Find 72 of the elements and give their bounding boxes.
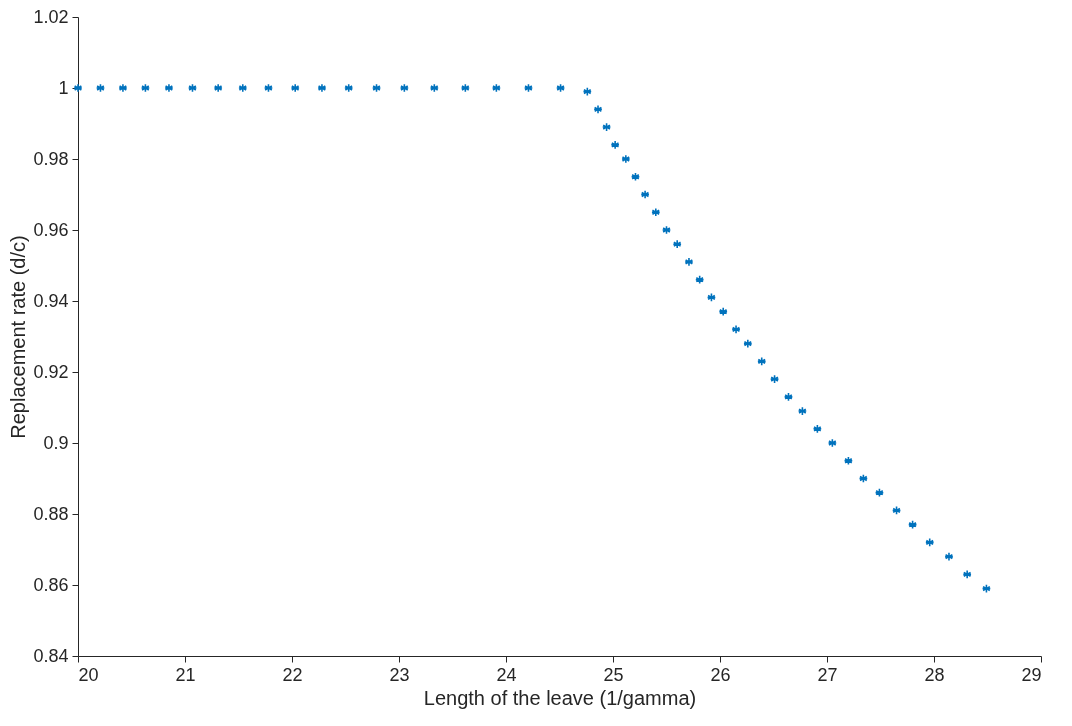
x-tick-label: 24 [496, 664, 517, 685]
point [827, 438, 838, 448]
y-tick-label: 1.02 [33, 6, 69, 27]
point [640, 189, 650, 200]
point [843, 456, 854, 466]
point [769, 374, 780, 384]
point [238, 83, 248, 93]
point [371, 83, 382, 93]
point [695, 275, 705, 285]
point [593, 104, 603, 114]
point [962, 569, 972, 580]
point [460, 83, 471, 93]
x-tick-label: 21 [175, 664, 196, 685]
y-tick-label: 1 [58, 77, 69, 98]
x-tick-label: 26 [710, 664, 731, 685]
point [731, 324, 741, 335]
y-tick-label: 0.9 [43, 432, 69, 453]
y-tick-label: 0.86 [33, 574, 69, 595]
point [651, 207, 661, 217]
point [797, 406, 808, 416]
y-tick-label: 0.94 [33, 290, 69, 311]
point [783, 392, 794, 402]
point [555, 83, 566, 93]
point [582, 86, 592, 97]
point [907, 519, 918, 530]
x-tick-label: 27 [817, 664, 838, 685]
point [263, 83, 274, 93]
point [757, 356, 767, 367]
point [858, 473, 869, 484]
x-tick-label: 23 [389, 664, 410, 685]
point [718, 306, 728, 317]
x-tick-label: 25 [603, 664, 624, 685]
point [981, 583, 992, 594]
point [491, 83, 502, 93]
y-tick-label: 0.88 [33, 503, 69, 524]
point [95, 83, 106, 93]
point [523, 83, 534, 93]
point [661, 225, 672, 235]
point [706, 292, 717, 303]
point [925, 537, 935, 548]
point [874, 488, 885, 498]
x-tick-label: 22 [282, 664, 303, 685]
point [317, 83, 327, 93]
x-tick-label: 20 [78, 664, 99, 685]
point [684, 257, 694, 267]
y-tick-label: 0.84 [33, 645, 69, 666]
point [164, 83, 174, 93]
point [73, 83, 83, 93]
point [429, 83, 439, 93]
point [944, 551, 954, 562]
y-tick-label: 0.96 [33, 219, 69, 240]
x-axis-title: Length of the leave (1/gamma) [423, 686, 697, 709]
y-axis-title: Replacement rate (d/c) [7, 235, 30, 439]
point [621, 154, 631, 164]
point [399, 83, 410, 93]
point [630, 172, 641, 182]
y-tick-label: 0.92 [33, 361, 69, 382]
point [672, 239, 682, 249]
point [891, 505, 902, 516]
point [290, 83, 300, 93]
point [118, 83, 128, 93]
point [213, 83, 223, 93]
x-tick-label: 29 [1021, 664, 1042, 685]
point [743, 338, 753, 349]
x-tick-label: 28 [924, 664, 945, 685]
point [812, 424, 823, 434]
point [344, 83, 354, 93]
point [601, 122, 612, 132]
point [610, 140, 620, 150]
y-tick-label: 0.98 [33, 148, 69, 169]
point [140, 83, 151, 93]
point [187, 83, 198, 93]
